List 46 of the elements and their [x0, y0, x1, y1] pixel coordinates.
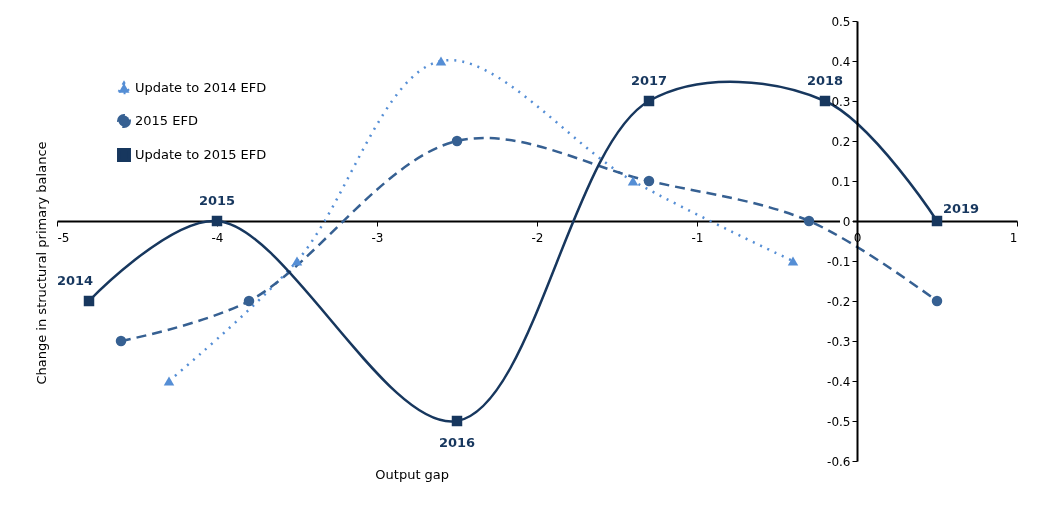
point	[787, 256, 799, 266]
x-tick-label: -2	[531, 230, 544, 245]
point	[83, 295, 95, 307]
y-tick-label: 0.1	[831, 174, 851, 189]
point	[163, 376, 175, 386]
annotation: 2017	[630, 73, 668, 88]
point	[243, 295, 255, 307]
y-tick-label: 0.5	[831, 14, 851, 29]
y-tick-label: -0.5	[827, 414, 851, 429]
point	[451, 415, 463, 427]
annotation: 2016	[438, 435, 476, 450]
x-tick-label: -1	[691, 230, 704, 245]
y-tick-label: -0.4	[827, 374, 851, 389]
x-tick-label: -4	[211, 230, 224, 245]
point	[643, 175, 655, 187]
x-tick-label: 1	[1009, 230, 1018, 245]
y-tick-label: 0	[842, 214, 851, 229]
point	[211, 215, 223, 227]
y-tick-label: -0.3	[827, 334, 851, 349]
y-tick-label: -0.6	[827, 454, 851, 469]
legend-label: 2015 EFD	[135, 113, 198, 128]
y-tick-label: -0.2	[827, 294, 851, 309]
y-tick-label: 0.3	[831, 94, 851, 109]
point	[435, 56, 447, 66]
y-tick-label: -0.1	[827, 254, 851, 269]
point	[627, 176, 639, 186]
x-axis-title: Output gap	[375, 467, 450, 482]
point	[643, 95, 655, 107]
point	[115, 335, 127, 347]
x-tick-label: -5	[57, 230, 70, 245]
point	[451, 135, 463, 147]
annotation: 2015	[198, 193, 236, 208]
x-tick-label: -3	[371, 230, 384, 245]
point	[803, 215, 815, 227]
y-tick-label: 0.4	[831, 54, 851, 69]
point	[931, 215, 943, 227]
legend-label: Update to 2015 EFD	[135, 147, 267, 162]
y-tick-label: 0.2	[831, 134, 851, 149]
y-axis-title: Change in structural primary balance	[34, 141, 49, 385]
point	[291, 256, 303, 266]
legend-label: Update to 2014 EFD	[135, 80, 267, 95]
annotation: 2018	[806, 73, 844, 88]
annotation: 2019	[942, 201, 980, 216]
point	[931, 295, 943, 307]
annotation: 2014	[56, 273, 94, 288]
point	[819, 95, 831, 107]
